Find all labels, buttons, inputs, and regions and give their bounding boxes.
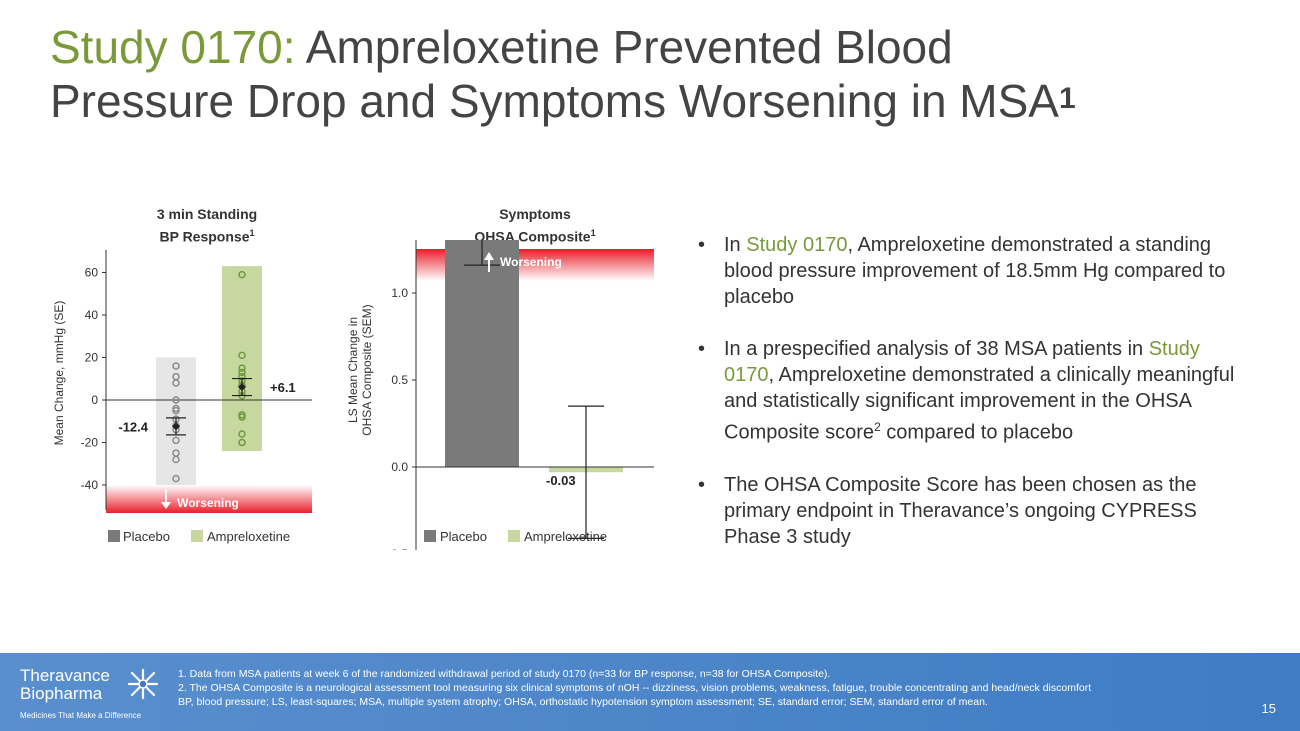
bullet1-pre: In (724, 234, 747, 256)
worsening-band (106, 485, 312, 513)
chart1-title-line2: BP Response (159, 228, 250, 245)
chart1-title: 3 min Standing BP Response1 (122, 205, 292, 247)
y-tick-label: 60 (85, 266, 99, 280)
bullet2-pre: In a prespecified analysis of 38 MSA pat… (724, 338, 1149, 360)
chart1-ylabel: Mean Change, mmHg (SE) (52, 301, 66, 446)
footer: Theravance Biopharma Medicines That Make… (0, 653, 1300, 731)
placebo-data-point (172, 455, 180, 464)
legend2-placebo-swatch (424, 530, 436, 542)
chart1-title-line1: 3 min Standing (156, 206, 258, 222)
placebo-data-point (172, 362, 180, 370)
y-tick-label: -40 (81, 478, 99, 492)
page-title: Study 0170: Ampreloxetine Prevented Bloo… (50, 20, 1076, 128)
placebo-data-point (172, 379, 180, 387)
y-tick-label: 0.5 (391, 373, 408, 387)
bullet2-sup: 2 (874, 420, 881, 434)
legend2-ampreloxetine-swatch (508, 530, 520, 542)
bp-response-chart: 60 40 20 0 -20 -40 -12.4 +6.1 Mean Change, mmH… (52, 250, 312, 544)
page-number: 15 (1261, 701, 1276, 716)
chart2-worsening-text: Worsening (500, 255, 562, 269)
ampreloxetine-data-point (238, 413, 246, 421)
ampreloxetine-data-point (238, 351, 246, 360)
bullet-item: • In Study 0170, Ampreloxetine demonstra… (694, 232, 1254, 310)
footnotes: 1. Data from MSA patients at week 6 of t… (178, 667, 1238, 709)
logo-line2: Biopharma (20, 684, 103, 703)
ampreloxetine-data-point (238, 430, 246, 438)
ampreloxetine-data-point (238, 438, 246, 447)
y-tick-label: -0.5 (387, 547, 408, 550)
chart2-ylabel-line1: LS Mean Change in (346, 317, 360, 423)
placebo-value-label: -12.4 (118, 419, 148, 434)
company-logo: Theravance Biopharma Medicines That Make… (20, 666, 142, 721)
title-highlight: Study 0170: (50, 21, 296, 73)
legend2-placebo-label: Placebo (440, 529, 487, 544)
chart2-title-sup: 1 (590, 228, 596, 238)
chart1-worsening-text: Worsening (177, 496, 239, 510)
footnote-2: 2. The OHSA Composite is a neurological … (178, 682, 1092, 694)
placebo-data-point (172, 474, 180, 483)
y-tick-label: 20 (85, 351, 99, 365)
legend-ampreloxetine-label: Ampreloxetine (207, 529, 290, 544)
bullet3-text: The OHSA Composite Score has been chosen… (724, 473, 1197, 548)
footnote-1: 1. Data from MSA patients at week 6 of t… (178, 668, 831, 680)
worsening-down-arrow-icon (161, 490, 171, 509)
placebo-data-point (172, 436, 180, 445)
bullet2-highlight: Study 0170 (724, 338, 1200, 386)
title-footnote: 1 (1059, 82, 1076, 115)
chart2-ylabel-line2: OHSA Composite (SEM) (360, 304, 374, 435)
logo-star-icon (127, 668, 159, 700)
mean-marker (172, 422, 180, 431)
bullet2-post: , Ampreloxetine demonstrated a clinicall… (724, 364, 1235, 444)
ampreloxetine-data-point (238, 270, 246, 279)
legend2-ampreloxetine-label: Ampreloxetine (524, 529, 607, 544)
chart2-title-line1: Symptoms (499, 206, 571, 222)
ampreloxetine-data-point (238, 364, 246, 372)
legend-placebo-swatch (108, 530, 120, 542)
worsening-up-arrow-icon (484, 252, 494, 272)
bullet-dot-icon: • (698, 338, 706, 360)
footnote-abbreviations: BP, blood pressure; LS, least-squares; M… (178, 696, 988, 708)
chart1-title-sup: 1 (249, 228, 255, 238)
y-tick-label: -20 (81, 436, 99, 450)
ampreloxetine-value-label: +6.1 (270, 380, 296, 395)
y-tick-label: 0.0 (391, 460, 408, 474)
bullet-dot-icon: • (698, 473, 706, 496)
bullet-dot-icon: • (698, 234, 706, 256)
bullet-item: • The OHSA Composite Score has been chos… (694, 472, 1254, 550)
bar-placebo (445, 240, 519, 467)
y-tick-label: 1.0 (391, 286, 408, 300)
bullet1-highlight: Study 0170 (746, 234, 848, 256)
title-line1: Ampreloxetine Prevented Blood (295, 21, 953, 73)
logo-line1: Theravance (20, 666, 110, 685)
y-tick-label: 40 (85, 308, 99, 322)
placebo-data-point (172, 406, 180, 415)
logo-tagline: Medicines That Make a Difference (20, 711, 142, 720)
ohsa-composite-chart: 2.52.01.51.00.50.0-0.5 +1.54-0.03 LS Mea… (346, 240, 654, 550)
ampreloxetine-value-label: -0.03 (546, 473, 576, 488)
bullet1-post: , Ampreloxetine demonstrated a standing … (724, 234, 1226, 308)
legend-placebo-label: Placebo (123, 529, 170, 544)
y-tick-label: 0 (91, 393, 98, 407)
bullet2-post2: compared to placebo (880, 421, 1074, 444)
legend-ampreloxetine-swatch (191, 530, 203, 542)
mean-marker (238, 383, 246, 392)
placebo-data-point (172, 396, 180, 404)
title-line2: Pressure Drop and Symptoms Worsening in … (50, 75, 1059, 127)
bullet-item: • In a prespecified analysis of 38 MSA p… (694, 336, 1254, 446)
key-points: • In Study 0170, Ampreloxetine demonstra… (694, 232, 1254, 576)
ampreloxetine-data-point (238, 368, 246, 377)
